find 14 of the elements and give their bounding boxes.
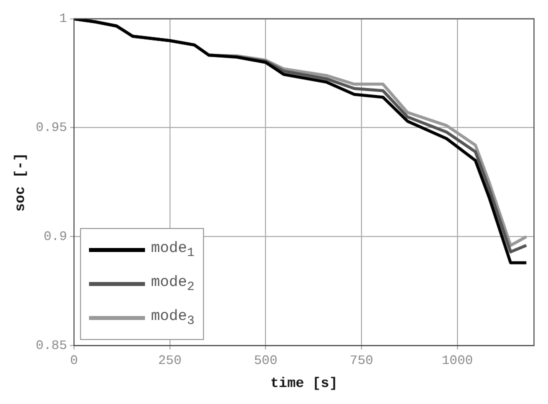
y-tick-label: 0.85 bbox=[36, 338, 68, 354]
legend-label: mode$_{1}$ bbox=[151, 240, 195, 260]
y-tick-label: 0.95 bbox=[36, 120, 68, 136]
x-tick-label: 500 bbox=[254, 352, 278, 368]
x-tick-label: 750 bbox=[350, 352, 374, 368]
x-tick-label: 0 bbox=[70, 352, 78, 368]
y-tick-label: 1 bbox=[59, 11, 68, 26]
legend-label: mode$_{3}$ bbox=[151, 308, 195, 328]
x-tick-label: 250 bbox=[158, 352, 182, 368]
x-tick-label: 1000 bbox=[442, 352, 473, 368]
x-axis-title: time [s] bbox=[270, 376, 338, 392]
y-axis-title: soc [-] bbox=[12, 152, 29, 212]
y-tick-label: 0.9 bbox=[44, 229, 68, 244]
legend-label: mode$_{2}$ bbox=[151, 274, 195, 294]
